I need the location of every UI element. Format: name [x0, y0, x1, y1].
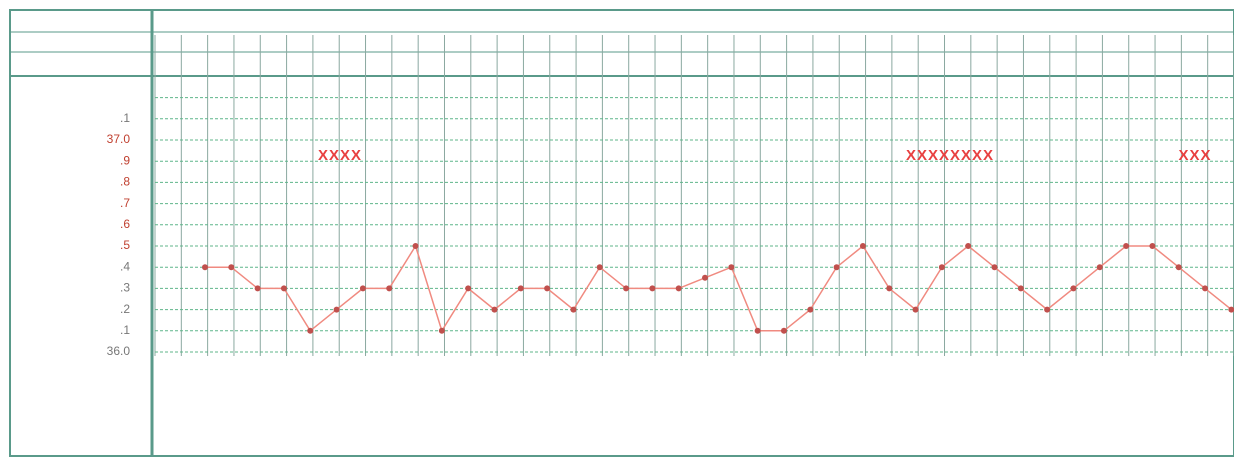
data-point [307, 327, 314, 334]
data-point [1149, 243, 1156, 249]
series-line [205, 244, 1232, 333]
data-point [991, 264, 998, 271]
data-point [1228, 306, 1234, 313]
data-point [570, 306, 577, 313]
data-point [807, 306, 814, 313]
data-point [859, 243, 866, 249]
data-point [1070, 285, 1077, 292]
data-point [912, 306, 919, 313]
y-tick-label: .1 [120, 323, 130, 337]
data-point [596, 264, 603, 271]
data-point [675, 285, 682, 292]
data-point [702, 274, 709, 281]
data-point [1096, 264, 1103, 271]
data-point [649, 285, 656, 292]
data-point [412, 243, 419, 249]
y-tick-label: .2 [120, 302, 130, 316]
y-tick-label: .6 [120, 217, 130, 231]
data-point [438, 327, 445, 334]
data-point [1175, 264, 1182, 271]
data-point [728, 264, 735, 271]
data-point [517, 285, 524, 292]
data-point [280, 285, 287, 292]
data-point [465, 285, 472, 292]
y-tick-label: .1 [120, 111, 130, 125]
annotation: XXXXXXXX [906, 147, 994, 164]
data-point [1017, 285, 1024, 292]
y-tick-label: .3 [120, 281, 130, 295]
data-point [1044, 306, 1051, 313]
data-point [1202, 285, 1209, 292]
y-tick-label: 36.0 [107, 344, 131, 358]
annotation: XXX [1178, 147, 1211, 164]
data-point [491, 306, 498, 313]
y-tick-label: .7 [120, 196, 130, 210]
y-tick-label: .8 [120, 175, 130, 189]
data-point [544, 285, 551, 292]
data-point [833, 264, 840, 271]
y-tick-label: .9 [120, 153, 130, 167]
data-point [965, 243, 972, 249]
y-tick-label: .4 [120, 259, 130, 273]
data-point [386, 285, 393, 292]
data-point [333, 306, 340, 313]
data-point [623, 285, 630, 292]
y-tick-label: .5 [120, 238, 130, 252]
data-point [359, 285, 366, 292]
data-point [202, 264, 209, 271]
data-point [1123, 243, 1130, 249]
data-point [754, 327, 761, 334]
annotation: XXXX [318, 147, 362, 164]
y-tick-label: 37.0 [107, 132, 131, 146]
data-point [254, 285, 261, 292]
data-point [886, 285, 893, 292]
data-point [780, 327, 787, 334]
data-point [938, 264, 945, 271]
data-point [228, 264, 235, 271]
frame [9, 9, 1234, 457]
